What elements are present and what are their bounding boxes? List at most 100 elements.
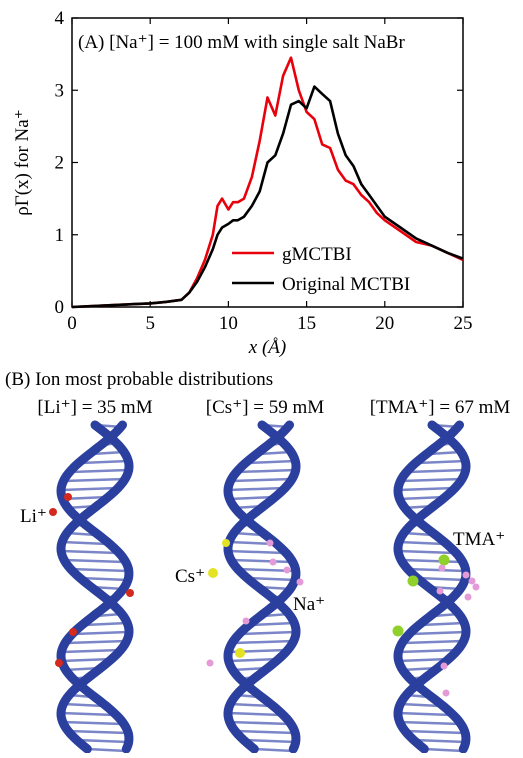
backbone — [393, 420, 471, 754]
base-pair — [398, 549, 455, 555]
base-pair — [71, 468, 129, 474]
x-tick-label: 5 — [145, 313, 155, 334]
base-pair — [235, 729, 295, 735]
base-pair — [408, 468, 466, 474]
base-pair — [416, 576, 466, 582]
base-pair — [64, 558, 125, 564]
ion — [407, 575, 419, 587]
base-pair — [70, 567, 129, 573]
ion-label: Li⁺ — [20, 506, 47, 527]
base-pair — [251, 621, 295, 627]
base-pair — [228, 657, 279, 663]
base-pair — [417, 459, 466, 465]
ion — [283, 566, 291, 574]
backbone — [223, 420, 301, 754]
base-pair — [238, 468, 296, 474]
ion — [222, 539, 230, 547]
base-pair — [64, 477, 126, 483]
base-pair — [398, 648, 458, 654]
x-tick-label: 25 — [454, 313, 473, 334]
base-pair — [398, 486, 456, 492]
ion — [64, 493, 72, 501]
ion — [206, 659, 214, 667]
ion — [269, 558, 277, 566]
base-pair — [243, 738, 296, 744]
base-pair — [61, 549, 118, 555]
base-pair — [229, 720, 290, 726]
panel-header: [Li⁺] = 35 mM — [37, 397, 152, 418]
base-pair — [403, 639, 464, 645]
y-tick-label: 2 — [55, 153, 65, 174]
ion — [55, 659, 63, 667]
base-pair — [66, 639, 127, 645]
data-line — [71, 56, 464, 309]
base-pair — [246, 576, 296, 582]
base-pair — [227, 711, 282, 717]
base-pair — [405, 729, 465, 735]
base-pair — [68, 729, 128, 735]
dna-helices — [56, 420, 471, 754]
panel-header: [Cs⁺] = 59 mM — [206, 397, 324, 418]
base-pair — [62, 540, 108, 546]
ion — [468, 577, 476, 585]
base-pair — [61, 486, 119, 492]
base-pair — [241, 630, 297, 636]
base-pair — [401, 477, 463, 483]
ions — [49, 493, 480, 697]
ion-label: TMA⁺ — [453, 529, 505, 550]
x-tick-label: 10 — [219, 313, 238, 334]
base-pair — [60, 711, 115, 717]
base-pair — [231, 558, 292, 564]
x-tick-label: 20 — [375, 313, 394, 334]
x-tick-label: 0 — [67, 313, 77, 334]
ion — [266, 539, 274, 547]
ion — [49, 508, 57, 516]
base-pair — [233, 639, 294, 645]
ion — [462, 571, 470, 579]
backbone — [56, 420, 134, 754]
base-pair — [399, 540, 445, 546]
ion-label: Na⁺ — [293, 594, 325, 615]
ion-label: Cs⁺ — [175, 566, 205, 587]
base-pair — [87, 747, 127, 753]
base-pair — [398, 495, 446, 501]
ion — [69, 628, 77, 636]
legend-label: gMCTBI — [282, 244, 352, 265]
base-pair — [74, 630, 130, 636]
base-pair — [228, 495, 276, 501]
x-axis-label: x (Å) — [248, 337, 286, 358]
ion — [438, 564, 446, 572]
legend-label: Original MCTBI — [282, 274, 410, 295]
base-pair — [421, 621, 465, 627]
base-pair — [247, 459, 296, 465]
base-pair — [61, 648, 121, 654]
y-tick-label: 0 — [55, 297, 65, 318]
data-line — [71, 85, 464, 309]
chart-title: (A) [Na⁺] = 100 mM with single salt NaBr — [78, 32, 405, 53]
y-tick-label: 3 — [55, 80, 65, 101]
panel-header: [TMA⁺] = 67 mM — [370, 397, 511, 418]
base-pair — [231, 477, 293, 483]
base-pair — [80, 459, 129, 465]
y-axis-label: ρΓ(x) for Na⁺ — [12, 109, 33, 215]
ion — [442, 689, 450, 697]
ion — [296, 578, 304, 586]
ion — [440, 662, 448, 670]
base-pair — [397, 711, 452, 717]
ion — [436, 587, 444, 595]
base-pair — [398, 657, 449, 663]
base-pair — [228, 486, 286, 492]
base-pair — [230, 702, 271, 708]
base-pair — [254, 747, 294, 753]
base-pair — [399, 720, 460, 726]
ion — [392, 625, 404, 637]
base-pair — [84, 621, 128, 627]
ion — [235, 648, 245, 658]
ion — [208, 568, 218, 578]
base-pair — [407, 567, 466, 573]
base-pair — [79, 576, 129, 582]
base-pair — [63, 702, 104, 708]
base-pair — [401, 558, 462, 564]
base-pair — [413, 738, 466, 744]
